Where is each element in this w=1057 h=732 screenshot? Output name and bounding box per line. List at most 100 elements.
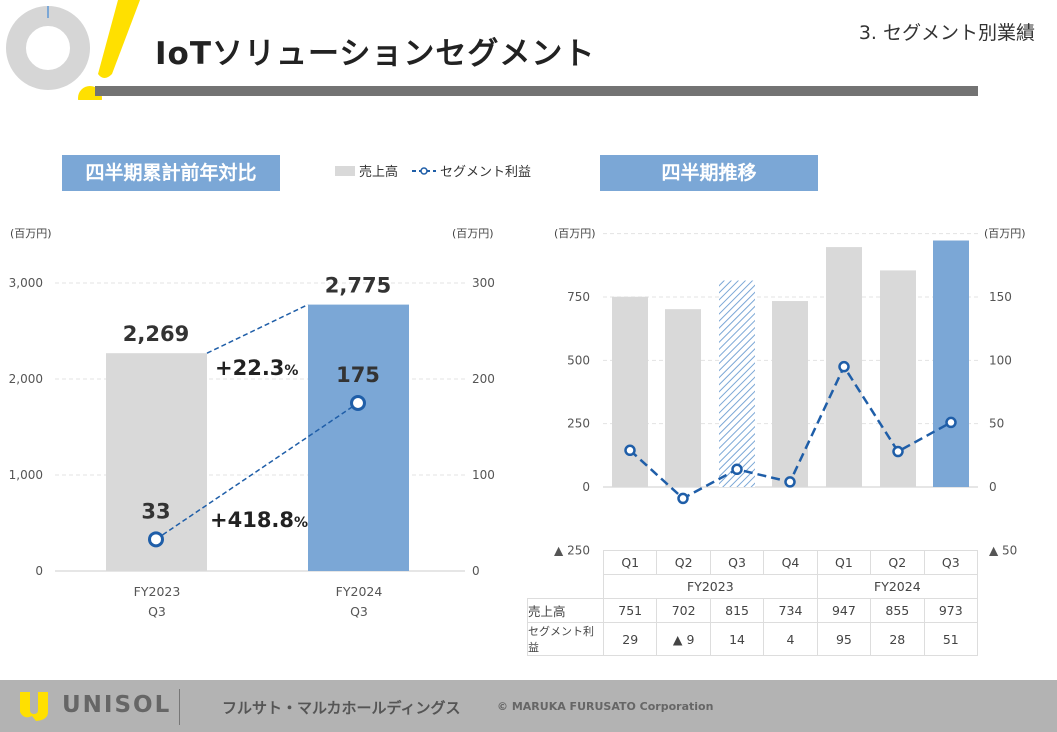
percent-unit: % [284,363,299,379]
y-tick-left: 500 [567,353,590,367]
percent-unit: % [294,515,309,531]
y-tick-left: 0 [35,564,43,578]
profit-point [148,531,164,548]
y-tick-left: 2,000 [9,372,43,386]
y-tick-right: 100 [472,468,495,482]
footer: UNISOL フルサト・マルカホールディングス © MARUKA FURUSAT… [0,680,1057,732]
table-cell: 815 [709,598,765,623]
table-row: セグメント利益 29 ▲ 9 14 4 95 28 51 [527,622,979,656]
profit-data-label: 33 [141,499,170,523]
table-cell: 702 [656,598,711,623]
xlabel-line: Q3 [148,604,166,619]
table-row-label: 売上高 [527,598,604,623]
y-tick-left: 0 [582,480,590,494]
y-tick-left: ▲ 250 [554,543,590,557]
profit-point [624,444,636,457]
charts-svg: 0 0 1,000 100 2,000 200 3,000 300 2,269 2,775 33 17… [9,233,1017,578]
y-tick-right: 0 [989,480,997,494]
table-cell: 973 [923,598,979,623]
legend-sales: 売上高 [359,165,399,180]
right-unit-left: (百万円) [554,227,596,240]
y-tick-left: 750 [567,290,590,304]
profit-point [350,395,366,411]
right-chart-title: 四半期推移 [600,155,818,191]
sales-bar [612,296,648,487]
table-cell: 855 [870,598,925,623]
legend-profit: セグメント利益 [440,165,532,180]
sales-growth-value: +22.3 [215,356,285,380]
table-cell: 947 [816,598,872,623]
left-chart-title: 四半期累計前年対比 [62,155,280,191]
legend-line-swatch [412,166,437,175]
legend-bar-swatch [335,165,355,176]
page-title: IoTソリューションセグメント [155,36,596,72]
y-tick-left: 3,000 [9,276,43,290]
footer-copyright: © MARUKA FURUSATO Corporation [497,700,714,713]
sales-growth: +22.3% [215,356,298,380]
table-cell: 95 [816,622,872,656]
y-tick-right: 50 [989,417,1004,431]
data-table: Q1 Q2 Q3 Q4 Q1 Q2 Q3 FY2023 FY2024 売上高 751 702 81… [527,550,979,656]
sales-data-label: 2,775 [325,274,391,298]
table-cell: 4 [763,622,818,656]
left-unit-right: (百万円) [452,227,494,240]
profit-point [945,416,957,429]
y-tick-right: 0 [472,564,480,578]
legend: 売上高 セグメント利益 [335,161,531,180]
profit-point [784,476,796,488]
left-unit-left: (百万円) [10,227,52,240]
table-cell: FY2023 [603,574,818,599]
profit-point [838,360,850,373]
table-cell: ▲ 9 [656,622,711,656]
profit-growth: +418.8% [210,508,308,532]
table-cell: Q4 [763,550,818,575]
title-rule [95,86,978,96]
table-fy-row: FY2023 FY2024 [527,574,979,599]
xlabel-line: FY2023 [133,584,181,599]
table-cell: 751 [602,598,658,623]
table-row-label: セグメント利益 [527,622,604,656]
y-tick-right: 200 [472,372,495,386]
profit-point [892,445,904,458]
y-tick-right: 100 [989,353,1012,367]
y-tick-right: 300 [472,276,495,290]
xlabel-line: FY2024 [335,584,383,599]
sales-bar [308,304,409,571]
profit-line [155,402,359,540]
sales-data-label: 2,269 [123,322,189,346]
sales-bar [719,280,755,487]
y-tick-left: 250 [567,417,590,431]
sales-bar [665,309,701,487]
profit-point [731,463,743,476]
right-unit-right: (百万円) [984,227,1026,240]
left-xlabel-1: FY2024 Q3 [302,582,416,622]
table-quarter-row: Q1 Q2 Q3 Q4 Q1 Q2 Q3 [528,550,979,575]
table-cell: Q1 [816,550,872,575]
xlabel-line: Q3 [350,604,368,619]
table-cell: Q2 [656,550,711,575]
table-cell: Q3 [709,550,765,575]
table-cell: Q3 [923,550,979,575]
table-cell: 14 [709,622,765,656]
table-cell: Q2 [870,550,925,575]
y-tick-left: 1,000 [9,468,43,482]
sales-bar [933,240,969,487]
table-cell: 29 [602,622,658,656]
table-row: 売上高 751 702 815 734 947 855 973 [527,598,979,623]
table-cell: Q1 [602,550,658,575]
profit-data-label: 175 [336,363,380,387]
y-tick-right: 150 [989,290,1012,304]
footer-divider [179,689,180,725]
sales-bar [772,301,808,487]
table-cell: FY2024 [816,574,979,599]
table-cell: 51 [923,622,979,656]
profit-growth-value: +418.8 [210,508,295,532]
footer-brand: UNISOL [62,692,172,718]
section-label: 3. セグメント別業績 [858,22,1035,44]
y-tick-right: ▲ 50 [989,543,1017,557]
table-cell: 28 [870,622,925,656]
footer-company: フルサト・マルカホールディングス [222,699,461,717]
unisol-logo-icon [20,692,48,721]
sales-connector [206,303,309,354]
left-xlabel-0: FY2023 Q3 [100,582,214,622]
